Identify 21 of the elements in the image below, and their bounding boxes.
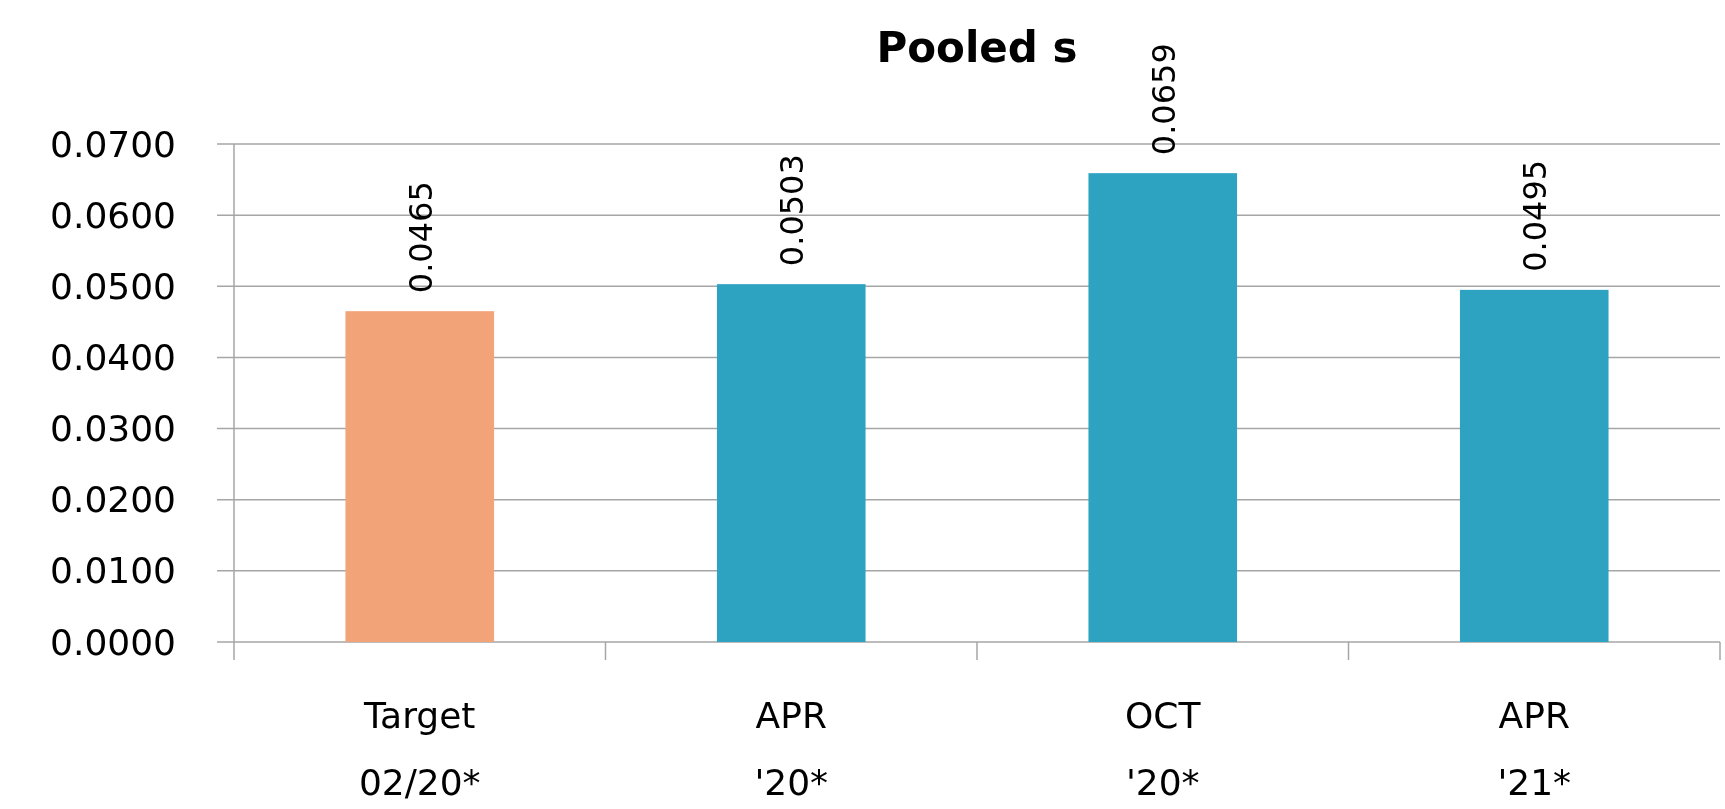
y-tick-label: 0.0300: [50, 408, 176, 450]
y-tick-label: 0.0500: [50, 265, 176, 307]
y-tick-label: 0.0700: [50, 123, 176, 165]
data-label: 0.0503: [773, 154, 812, 267]
x-tick-label: Target 02/20*: [358, 695, 481, 803]
bar: [345, 311, 495, 642]
data-label: 0.0495: [1516, 159, 1555, 272]
x-tick-label: APR '20*: [754, 695, 829, 803]
y-tick-label: 0.0100: [50, 550, 176, 592]
x-tick-label: OCT '20*: [1125, 695, 1202, 803]
data-label: 0.0659: [1144, 43, 1183, 156]
data-label: 0.0465: [401, 181, 440, 294]
y-tick-label: 0.0600: [50, 194, 176, 236]
x-tick-label: APR '21*: [1497, 695, 1572, 803]
bar: [1459, 289, 1609, 642]
bar: [1088, 173, 1238, 642]
y-tick-label: 0.0000: [50, 621, 176, 663]
y-tick-label: 0.0400: [50, 337, 176, 379]
chart-title: Pooled s: [876, 23, 1078, 72]
y-tick-label: 0.0200: [50, 479, 176, 521]
bar: [716, 284, 866, 642]
